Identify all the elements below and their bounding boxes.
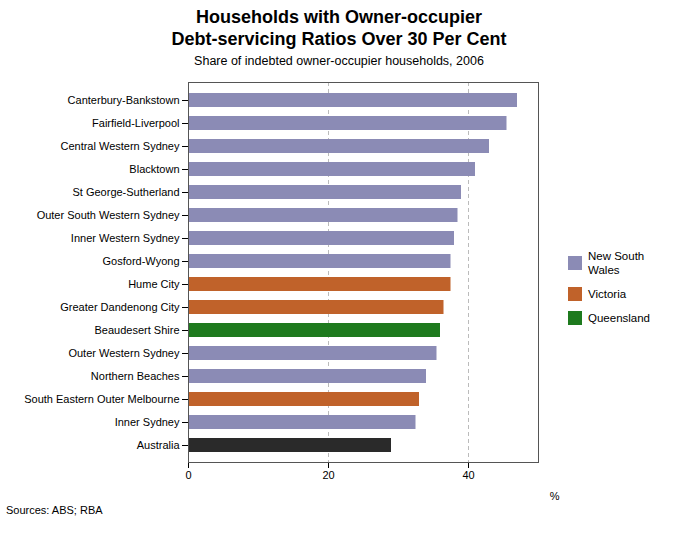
- html-text:Households with Owner-occupier: Households with Owner-occupier Debt-serv…: [171, 7, 507, 49]
- svg-text:Fairfield-Liverpool: Fairfield-Liverpool: [92, 117, 179, 129]
- html-text:Queensland: Queensland: [588, 312, 650, 324]
- svg-text:Canterbury-Bankstown: Canterbury-Bankstown: [68, 94, 180, 106]
- svg-text:0: 0: [185, 469, 191, 481]
- html-text:Sources: ABS; RBA: Sources: ABS; RBA: [6, 504, 103, 516]
- svg-text:20: 20: [322, 469, 334, 481]
- html-text:New South Wales: New South Wales: [588, 250, 645, 276]
- svg-text:Blacktown: Blacktown: [129, 163, 179, 175]
- svg-text:Inner Sydney: Inner Sydney: [115, 416, 180, 428]
- svg-text:Gosford-Wyong: Gosford-Wyong: [103, 255, 180, 267]
- svg-text:South Eastern Outer Melbourne: South Eastern Outer Melbourne: [24, 393, 179, 405]
- svg-text:Australia: Australia: [137, 439, 181, 451]
- svg-text:%: %: [550, 490, 560, 502]
- svg-text:St George-Sutherland: St George-Sutherland: [72, 186, 179, 198]
- svg-text:Hume City: Hume City: [128, 278, 180, 290]
- svg-text:Inner Western Sydney: Inner Western Sydney: [71, 232, 180, 244]
- svg-text:Beaudesert Shire: Beaudesert Shire: [95, 324, 180, 336]
- html-text:Share of indebted owner-occupi: Share of indebted owner-occupier househo…: [194, 54, 484, 68]
- svg-text:Central Western Sydney: Central Western Sydney: [60, 140, 180, 152]
- svg-text:Greater Dandenong City: Greater Dandenong City: [60, 301, 180, 313]
- svg-text:40: 40: [462, 469, 474, 481]
- svg-text:Northern Beaches: Northern Beaches: [91, 370, 180, 382]
- svg-text:Outer Western Sydney: Outer Western Sydney: [68, 347, 180, 359]
- svg-text:Outer South Western Sydney: Outer South Western Sydney: [37, 209, 180, 221]
- html-text:Victoria: Victoria: [588, 288, 627, 300]
